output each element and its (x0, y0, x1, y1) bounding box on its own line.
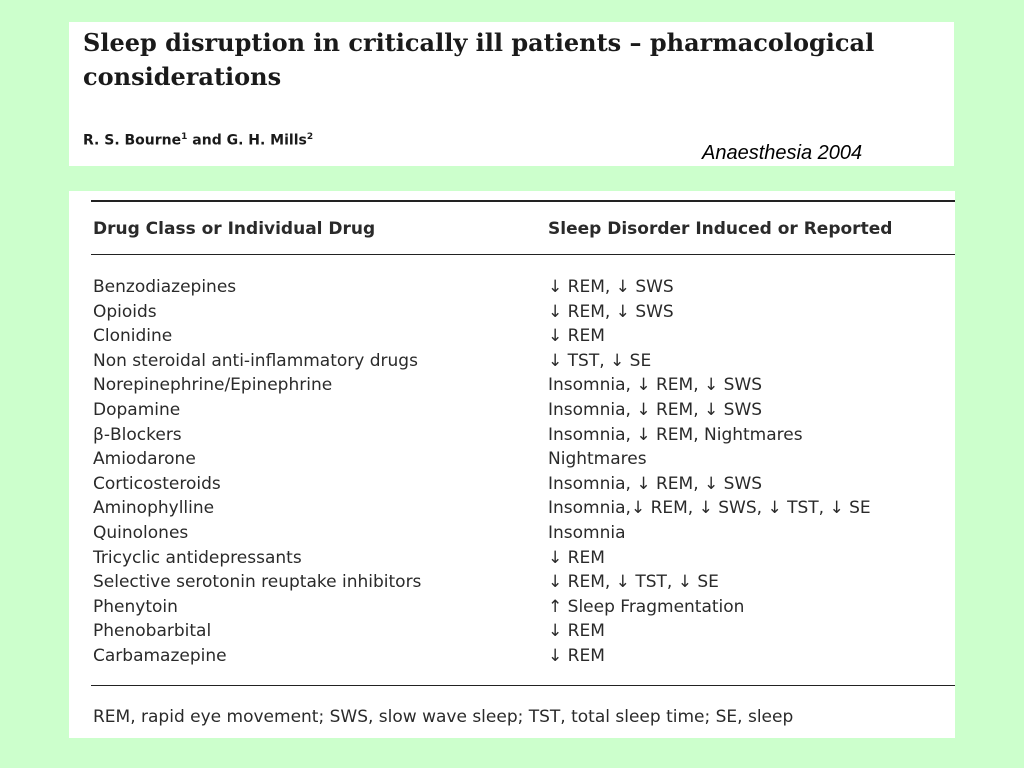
drug-cell: Quinolones (93, 522, 189, 543)
drug-cell: Phenytoin (93, 596, 178, 617)
table-row: Clonidine ↓ REM (69, 324, 955, 349)
table-row: Dopamine Insomnia, ↓ REM, ↓ SWS (69, 398, 955, 423)
table-row: Phenobarbital ↓ REM (69, 619, 955, 644)
journal-citation: Anaesthesia 2004 (702, 142, 863, 164)
sleep-effect-cell: ↓ REM (548, 645, 605, 666)
table-row: Benzodiazepines ↓ REM, ↓ SWS (69, 275, 955, 300)
drug-cell: Dopamine (93, 399, 181, 420)
table-row: Norepinephrine/Epinephrine Insomnia, ↓ RE… (69, 373, 955, 398)
drug-cell: Carbamazepine (93, 645, 227, 666)
paper-title: Sleep disruption in critically ill patie… (83, 28, 875, 91)
drug-cell: β-Blockers (93, 424, 182, 445)
author-first: R. S. Bourne (83, 132, 182, 149)
sleep-effect-cell: ↓ REM, ↓ SWS (548, 277, 674, 297)
column-header-drug: Drug Class or Individual Drug (93, 219, 376, 239)
table-row: Quinolones Insomnia (69, 521, 955, 546)
sleep-effect-cell: ↓ REM (548, 326, 605, 347)
paper-authors: R. S. Bourne1 and G. H. Mills2 (83, 132, 313, 149)
drug-cell: Amiodarone (93, 449, 196, 470)
sleep-effect-cell: ↓ TST, ↓ SE (548, 350, 652, 371)
table-top-rule (91, 200, 955, 202)
author-first-affiliation: 1 (181, 132, 188, 142)
sleep-effect-cell: ↓ REM, ↓ TST, ↓ SE (548, 572, 719, 593)
table-row: Opioids ↓ REM, ↓ SWS (69, 300, 955, 325)
sleep-effect-cell: Insomnia (548, 522, 626, 543)
sleep-effect-cell: Insomnia, ↓ REM, ↓ SWS (548, 375, 763, 396)
sleep-effect-cell: Insomnia, ↓ REM, ↓ SWS (548, 473, 763, 494)
sleep-effect-cell: ↑ Sleep Fragmentation (548, 596, 745, 617)
sleep-effect-cell: Nightmares (548, 449, 647, 470)
drug-sleep-table: Drug Class or Individual Drug Sleep Diso… (69, 191, 955, 738)
author-second-affiliation: 2 (306, 132, 314, 142)
drug-cell: Norepinephrine/Epinephrine (93, 375, 333, 396)
table-header-rule (91, 254, 955, 255)
table-row: Non steroidal anti-inflammatory drugs ↓ T… (69, 349, 955, 374)
sleep-effect-cell: ↓ REM (548, 547, 605, 568)
drug-cell: Phenobarbital (93, 621, 212, 642)
author-joiner: and (187, 132, 227, 149)
sleep-effect-cell: Insomnia, ↓ REM, ↓ SWS (548, 399, 763, 420)
drug-cell: Non steroidal anti-inflammatory drugs (93, 350, 418, 371)
sleep-effect-cell: ↓ REM (548, 621, 605, 642)
table-row: Aminophylline Insomnia,↓ REM, ↓ SWS, ↓ TS… (69, 496, 955, 521)
author-second: G. H. Mills (226, 132, 307, 149)
table-row: Carbamazepine ↓ REM (69, 644, 955, 669)
table-body: Benzodiazepines ↓ REM, ↓ SWS Opioids ↓ REM,… (69, 275, 955, 669)
table-row: β-Blockers Insomnia, ↓ REM, Nightmares (69, 423, 955, 448)
table-footnote: REM, rapid eye movement; SWS, slow wave … (93, 707, 794, 727)
drug-cell: Corticosteroids (93, 473, 221, 494)
table-row: Phenytoin ↑ Sleep Fragmentation (69, 595, 955, 620)
drug-cell: Aminophylline (93, 498, 215, 519)
table-row: Selective serotonin reuptake inhibitors ↓… (69, 570, 955, 595)
sleep-effect-cell: ↓ REM, ↓ SWS (548, 301, 674, 322)
drug-cell: Benzodiazepines (93, 277, 237, 297)
paper-header-panel: Sleep disruption in critically ill patie… (69, 22, 954, 166)
drug-cell: Tricyclic antidepressants (93, 547, 302, 568)
table-bottom-rule (91, 685, 955, 686)
sleep-effect-cell: Insomnia, ↓ REM, Nightmares (548, 424, 803, 445)
table-row: Corticosteroids Insomnia, ↓ REM, ↓ SWS (69, 472, 955, 497)
drug-cell: Selective serotonin reuptake inhibitors (93, 572, 422, 593)
table-row: Amiodarone Nightmares (69, 447, 955, 472)
sleep-effect-cell: Insomnia,↓ REM, ↓ SWS, ↓ TST, ↓ SE (548, 498, 871, 519)
drug-cell: Opioids (93, 301, 157, 322)
table-row: Tricyclic antidepressants ↓ REM (69, 546, 955, 571)
drug-cell: Clonidine (93, 326, 173, 347)
column-header-disorder: Sleep Disorder Induced or Reported (548, 219, 893, 239)
